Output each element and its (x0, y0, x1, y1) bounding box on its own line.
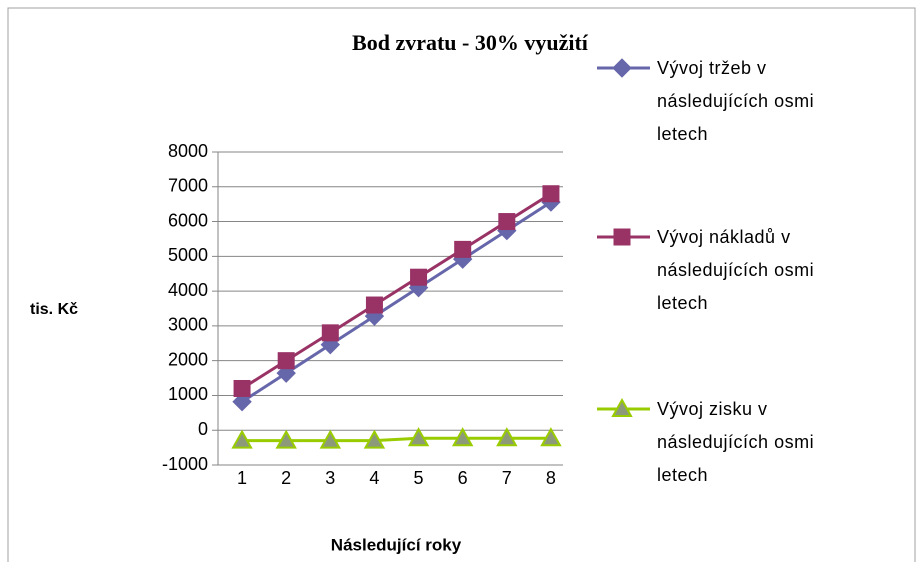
marker (611, 397, 633, 417)
y-tick-label: 5000 (168, 245, 208, 265)
y-tick-label: 8000 (168, 141, 208, 161)
marker (277, 352, 295, 370)
y-tick-label: 6000 (168, 210, 208, 230)
y-tick-label: 7000 (168, 176, 208, 196)
x-tick-label: 5 (414, 468, 424, 488)
x-axis-label: Následující roky (331, 535, 462, 554)
x-tick-label: 3 (325, 468, 335, 488)
legend-label: Vývoj tržeb v následujících osmi letech (657, 58, 815, 144)
marker (496, 427, 518, 447)
marker (410, 268, 428, 286)
y-tick-label: 3000 (168, 315, 208, 335)
x-tick-label: 8 (546, 468, 556, 488)
y-tick-label: 0 (198, 419, 208, 439)
marker (498, 213, 516, 231)
marker (613, 228, 631, 246)
marker (319, 429, 342, 449)
marker (454, 240, 472, 258)
y-tick-label: 2000 (168, 349, 208, 369)
y-tick-label: 1000 (168, 384, 208, 404)
x-tick-label: 6 (458, 468, 468, 488)
x-tick-label: 4 (369, 468, 379, 488)
marker (407, 427, 430, 447)
marker (363, 429, 386, 449)
marker (275, 429, 297, 449)
marker (365, 296, 383, 314)
marker (451, 427, 474, 447)
marker (540, 427, 562, 447)
legend-label: Vývoj nákladů v následujících osmi letec… (657, 227, 815, 313)
chart-title: Bod zvratu - 30% využití (352, 30, 589, 55)
y-tick-label: 4000 (168, 280, 208, 300)
marker (232, 391, 252, 412)
x-tick-label: 7 (502, 468, 512, 488)
y-axis-label: tis. Kč (30, 301, 78, 318)
x-tick-label: 2 (281, 468, 291, 488)
series-line (242, 436, 551, 443)
marker (233, 379, 251, 397)
marker (231, 429, 253, 449)
marker (612, 58, 632, 78)
y-tick-label: -1000 (162, 454, 208, 474)
x-tick-label: 1 (237, 468, 247, 488)
legend-label: Vývoj zisku v následujících osmi letech (657, 399, 815, 485)
chart-border (7, 7, 916, 562)
marker (542, 185, 560, 203)
marker (321, 324, 339, 342)
